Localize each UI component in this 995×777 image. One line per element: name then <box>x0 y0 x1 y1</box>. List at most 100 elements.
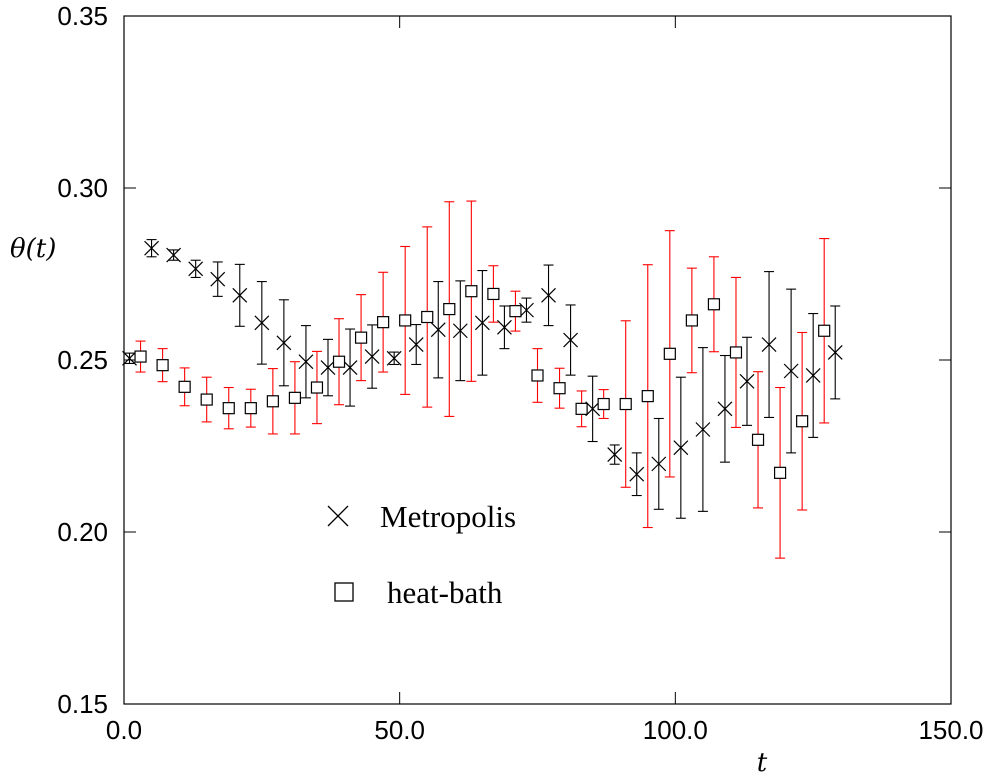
metropolis-point <box>210 271 226 287</box>
heat-bath-point <box>222 402 235 415</box>
metropolis-point-stroke <box>673 440 689 456</box>
metropolis-point-stroke <box>695 422 711 437</box>
metropolis-point <box>122 350 137 366</box>
y-tick-label: 0.20 <box>57 517 108 547</box>
heat-bath-point <box>773 466 787 479</box>
metropolis-point-stroke <box>474 315 490 331</box>
metropolis-point-stroke <box>276 335 292 351</box>
legend-label-metropolis: Metropolis <box>380 499 516 534</box>
heat-bath-point <box>465 285 478 298</box>
x-tick-label: 0.0 <box>106 715 142 745</box>
metropolis-point-stroke <box>607 447 623 463</box>
metropolis-point <box>452 323 468 339</box>
heat-bath-point <box>266 395 279 408</box>
metropolis-point-stroke <box>166 247 182 263</box>
metropolis-point <box>364 349 380 364</box>
metropolis-point <box>519 302 534 318</box>
axis-tick-labels: 0.0 50.0 100.0 150.0 0.15 0.20 0.25 0.30 0.35 <box>57 1 983 745</box>
heat-bath-point <box>487 287 500 301</box>
metropolis-point <box>783 363 799 379</box>
metropolis-point-stroke <box>320 360 336 375</box>
heat-bath-point <box>619 397 632 411</box>
metropolis-point-stroke <box>188 261 204 277</box>
metropolis-point-stroke <box>827 345 843 360</box>
metropolis-point-stroke <box>452 323 468 339</box>
y-tick-label: 0.25 <box>57 345 108 375</box>
metropolis-point <box>430 322 446 338</box>
heat-bath-point <box>244 402 257 415</box>
metropolis-point-stroke <box>805 368 821 383</box>
y-axis-title: θ(t) <box>10 234 56 264</box>
metropolis-point <box>827 345 843 360</box>
metropolis-point <box>166 247 182 263</box>
metropolis-point-stroke <box>430 322 446 338</box>
heat-bath-point <box>134 350 147 363</box>
metropolis-point <box>276 335 292 351</box>
x-axis-title: t <box>757 748 768 777</box>
legend-label-heat-bath: heat-bath <box>387 575 503 610</box>
heat-bath-point <box>200 393 213 406</box>
heat-bath-point <box>332 355 346 368</box>
heat-bath-point <box>575 402 588 415</box>
metropolis-point <box>408 337 424 352</box>
metropolis-point <box>254 315 270 331</box>
metropolis-point <box>805 368 821 383</box>
metropolis-point-stroke <box>739 373 755 389</box>
metropolis-point <box>232 287 248 303</box>
metropolis-point-stroke <box>342 360 358 375</box>
heat-bath-point <box>399 314 412 327</box>
x-tick-label: 150.0 <box>918 715 983 745</box>
metropolis-point <box>673 440 689 456</box>
heat-bath-point <box>443 302 456 316</box>
x-tick-label: 100.0 <box>643 715 708 745</box>
metropolis-point <box>651 456 667 472</box>
metropolis-point <box>607 447 623 463</box>
metropolis-point-stroke <box>541 287 556 303</box>
heat-bath-point <box>421 310 434 324</box>
y-tick-label: 0.30 <box>57 173 108 203</box>
metropolis-point-stroke <box>232 287 248 303</box>
metropolis-point <box>342 360 358 375</box>
metropolis-point <box>144 240 159 256</box>
metropolis-point-stroke <box>585 401 601 417</box>
metropolis-point-stroke <box>496 319 512 335</box>
metropolis-point-stroke <box>364 349 380 364</box>
y-tick-label: 0.15 <box>57 689 108 719</box>
heat-bath-point <box>156 359 169 372</box>
legend-marker-metropolis <box>327 505 349 527</box>
heat-bath-point <box>685 314 698 327</box>
y-tick-label: 0.35 <box>57 1 108 31</box>
legend-marker-heat-bath <box>334 582 354 602</box>
heat-bath-point <box>663 347 676 360</box>
metropolis-point <box>629 466 645 482</box>
metropolis-point <box>496 319 512 335</box>
legend: Metropolis heat-bath <box>327 499 516 610</box>
heat-bath-point <box>641 390 654 403</box>
metropolis-point <box>739 373 755 389</box>
heat-bath-point <box>509 305 522 318</box>
metropolis-point-stroke <box>563 332 579 348</box>
metropolis-point <box>474 315 490 331</box>
metropolis-point-stroke <box>629 466 645 482</box>
metropolis-point <box>541 287 556 303</box>
metropolis-point <box>298 354 314 370</box>
metropolis-point-stroke <box>386 350 402 366</box>
metropolis-point <box>761 337 777 352</box>
metropolis-point <box>585 401 601 417</box>
heat-bath-point <box>707 298 721 311</box>
metropolis-point <box>563 332 579 348</box>
metropolis-point-stroke <box>408 337 424 352</box>
metropolis-point <box>386 350 402 366</box>
x-tick-label: 50.0 <box>374 715 425 745</box>
heat-bath-point <box>597 397 610 411</box>
metropolis-point-stroke <box>254 315 270 331</box>
metropolis-point-stroke <box>122 350 137 366</box>
heat-bath-point <box>553 382 566 395</box>
metropolis-point <box>188 261 204 277</box>
heat-bath-point <box>818 324 831 337</box>
heat-bath-point <box>288 391 302 404</box>
heat-bath-point <box>751 433 765 446</box>
metropolis-point-stroke <box>298 354 314 370</box>
heat-bath-point <box>729 346 743 359</box>
